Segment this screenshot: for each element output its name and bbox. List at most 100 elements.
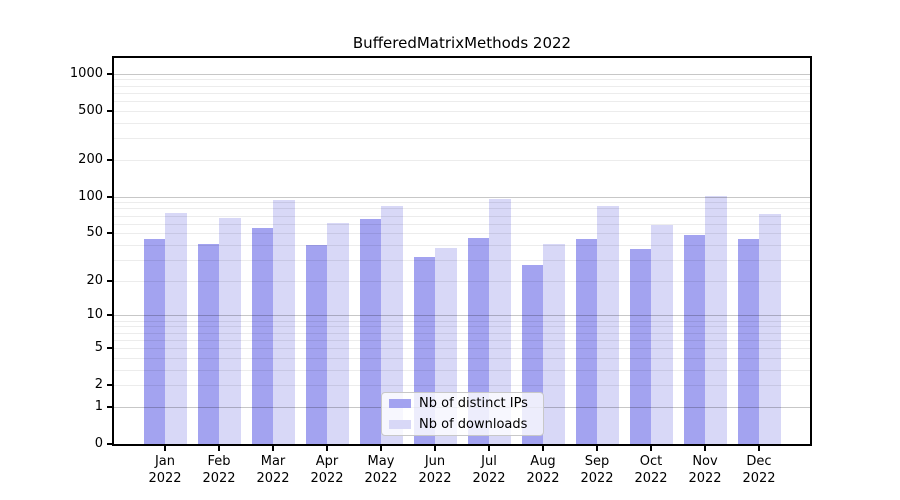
gridline-minor-2 — [114, 385, 810, 387]
gridline-minor-900 — [114, 79, 810, 81]
y-tick-50 — [107, 232, 112, 235]
gridline-minor-70 — [114, 215, 810, 217]
bar-nb-of-distinct-ips-apr — [305, 244, 327, 444]
x-tick-aug — [542, 446, 544, 451]
bar-nb-of-downloads-oct — [651, 224, 673, 444]
y-tick-label-100: 100 — [78, 188, 103, 204]
x-tick-may — [380, 446, 382, 451]
y-tick-2 — [107, 384, 112, 387]
y-tick-1 — [107, 405, 112, 408]
bar-nb-of-distinct-ips-feb — [197, 243, 219, 444]
gridline-minor-30 — [114, 259, 810, 261]
gridline-major-1000 — [114, 73, 810, 75]
y-tick-100 — [107, 195, 112, 198]
x-tick-label-mar: Mar 2022 — [256, 454, 290, 486]
x-tick-mar — [272, 446, 274, 451]
grid-layer — [114, 58, 810, 444]
gridline-minor-40 — [114, 244, 810, 246]
y-tick-5 — [107, 346, 112, 349]
gridline-minor-300 — [114, 138, 810, 140]
gridline-minor-7 — [114, 332, 810, 334]
x-tick-sep — [596, 446, 598, 451]
x-tick-label-jan: Jan 2022 — [148, 454, 182, 486]
bar-nb-of-downloads-mar — [273, 200, 295, 444]
x-tick-apr — [326, 446, 328, 451]
y-tick-500 — [107, 109, 112, 112]
y-tick-label-5: 5 — [94, 339, 103, 355]
gridline-minor-50 — [114, 233, 810, 235]
x-tick-jul — [488, 446, 490, 451]
bar-nb-of-distinct-ips-mar — [251, 228, 273, 444]
bar-nb-of-distinct-ips-may — [359, 218, 381, 444]
x-tick-label-jun: Jun 2022 — [418, 454, 452, 486]
legend-row-downloads: Nb of downloads — [389, 414, 536, 435]
y-tick-label-200: 200 — [78, 151, 103, 167]
gridline-minor-700 — [114, 92, 810, 94]
legend-swatch-distinct-ips — [389, 399, 411, 408]
gridline-minor-4 — [114, 357, 810, 359]
gridline-minor-9 — [114, 320, 810, 322]
bar-nb-of-distinct-ips-jan — [143, 238, 165, 444]
bar-nb-of-downloads-sep — [597, 205, 619, 444]
bar-nb-of-downloads-feb — [219, 217, 241, 444]
y-tick-label-20: 20 — [86, 272, 103, 288]
legend-swatch-downloads — [389, 420, 411, 429]
gridline-minor-600 — [114, 101, 810, 103]
gridline-major-10 — [114, 315, 810, 317]
gridline-minor-80 — [114, 208, 810, 210]
legend-label-distinct-ips: Nb of distinct IPs — [419, 396, 528, 411]
gridline-minor-500 — [114, 110, 810, 112]
chart-title: BufferedMatrixMethods 2022 — [352, 34, 572, 52]
gridline-minor-3 — [114, 369, 810, 371]
y-tick-label-1000: 1000 — [69, 65, 103, 81]
y-tick-label-10: 10 — [86, 307, 103, 323]
x-tick-nov — [704, 446, 706, 451]
y-tick-20 — [107, 279, 112, 282]
gridline-minor-6 — [114, 339, 810, 341]
x-tick-label-oct: Oct 2022 — [634, 454, 668, 486]
x-tick-jan — [164, 446, 166, 451]
legend-row-distinct-ips: Nb of distinct IPs — [389, 393, 536, 414]
x-tick-label-jul: Jul 2022 — [472, 454, 506, 486]
legend-label-downloads: Nb of downloads — [419, 417, 528, 432]
bar-nb-of-downloads-may — [381, 206, 403, 444]
y-tick-10 — [107, 314, 112, 317]
gridline-minor-20 — [114, 280, 810, 282]
bar-nb-of-downloads-jan — [165, 213, 187, 444]
y-tick-label-500: 500 — [78, 102, 103, 118]
y-tick-0 — [107, 443, 112, 445]
bar-nb-of-distinct-ips-sep — [575, 238, 597, 444]
bar-nb-of-downloads-dec — [759, 214, 781, 444]
bar-nb-of-distinct-ips-dec — [737, 238, 759, 444]
y-tick-1000 — [107, 72, 112, 75]
x-tick-label-aug: Aug 2022 — [526, 454, 560, 486]
bar-nb-of-downloads-nov — [705, 196, 727, 444]
gridline-minor-800 — [114, 85, 810, 87]
bar-nb-of-distinct-ips-oct — [629, 249, 651, 444]
gridline-minor-400 — [114, 122, 810, 124]
gridline-minor-5 — [114, 347, 810, 349]
legend: Nb of distinct IPs Nb of downloads — [381, 392, 544, 436]
y-tick-label-1: 1 — [94, 398, 103, 414]
x-tick-feb — [218, 446, 220, 451]
x-tick-dec — [758, 446, 760, 451]
x-tick-label-apr: Apr 2022 — [310, 454, 344, 486]
gridline-major-100 — [114, 196, 810, 198]
gridline-minor-90 — [114, 202, 810, 204]
bar-nb-of-downloads-aug — [543, 243, 565, 444]
x-tick-label-feb: Feb 2022 — [202, 454, 236, 486]
bar-nb-of-downloads-jul — [489, 199, 511, 444]
x-tick-label-nov: Nov 2022 — [688, 454, 722, 486]
bar-nb-of-downloads-apr — [327, 222, 349, 444]
y-tick-label-2: 2 — [94, 377, 103, 393]
x-tick-label-dec: Dec 2022 — [742, 454, 776, 486]
gridline-minor-8 — [114, 326, 810, 328]
x-tick-jun — [434, 446, 436, 451]
bar-nb-of-distinct-ips-nov — [683, 235, 705, 444]
x-tick-oct — [650, 446, 652, 451]
x-tick-label-may: May 2022 — [364, 454, 398, 486]
y-tick-200 — [107, 158, 112, 161]
y-tick-label-50: 50 — [86, 225, 103, 241]
